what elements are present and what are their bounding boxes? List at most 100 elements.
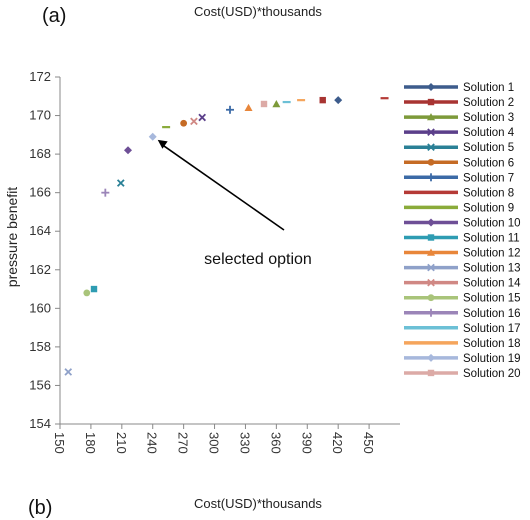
legend-marker-shape xyxy=(427,369,435,377)
legend-entry: Solution 16 xyxy=(404,308,521,320)
data-point xyxy=(319,96,326,104)
data-point-shape xyxy=(124,146,132,155)
y-tick-label: 170 xyxy=(29,108,51,123)
y-tick-label: 168 xyxy=(29,146,51,161)
data-point xyxy=(90,285,98,293)
legend-entry: Solution 1 xyxy=(404,82,514,94)
y-tick-label: 162 xyxy=(29,262,51,277)
legend-marker xyxy=(427,113,435,121)
legend-label: Solution 13 xyxy=(463,263,521,275)
legend-label: Solution 12 xyxy=(463,248,521,260)
annotation-text: selected option xyxy=(204,251,312,268)
data-point-stroke xyxy=(64,368,73,376)
legend-entry: Solution 12 xyxy=(404,248,521,260)
legend-label: Solution 15 xyxy=(463,293,521,305)
legend-marker xyxy=(427,218,435,227)
legend-label: Solution 18 xyxy=(463,338,521,350)
legend-label: Solution 16 xyxy=(463,308,521,320)
plot-area xyxy=(64,96,389,376)
x-tick-label: 330 xyxy=(237,432,252,454)
y-tick-label: 154 xyxy=(29,416,51,431)
data-point xyxy=(124,146,132,155)
y-axis-title: pressure benefit xyxy=(4,187,20,288)
data-point xyxy=(116,179,125,187)
panel-b-label: (b) xyxy=(28,497,52,519)
x-tick-label: 390 xyxy=(299,432,314,454)
legend-marker-stroke xyxy=(427,278,435,287)
legend-entry: Solution 18 xyxy=(404,338,521,350)
data-point xyxy=(260,100,268,108)
legend-label: Solution 10 xyxy=(463,217,521,229)
legend-marker xyxy=(427,173,435,182)
y-tick-label: 172 xyxy=(29,69,51,84)
legend-entry: Solution 6 xyxy=(404,157,514,169)
data-point xyxy=(334,96,343,105)
legend-entry: Solution 3 xyxy=(404,112,514,124)
legend-marker xyxy=(427,98,435,106)
data-point-shape xyxy=(148,132,157,141)
data-point xyxy=(226,105,234,114)
legend-marker-shape xyxy=(427,158,435,166)
data-point-shape xyxy=(334,96,343,105)
legend-marker xyxy=(427,308,435,317)
x-tick-label: 240 xyxy=(145,432,160,454)
legend-marker-stroke xyxy=(427,128,435,136)
legend-marker xyxy=(427,278,435,287)
legend-entry: Solution 9 xyxy=(404,202,514,214)
legend-marker-shape xyxy=(427,294,435,302)
data-point xyxy=(190,117,198,126)
x-tick-label: 270 xyxy=(176,432,191,454)
panel-a-label: (a) xyxy=(42,5,66,27)
x-tick-label: 300 xyxy=(207,432,222,454)
annotation-arrow-line xyxy=(163,145,285,231)
x-tick-label: 420 xyxy=(330,432,345,454)
data-point-shape xyxy=(272,99,281,108)
x-tick-label: 360 xyxy=(268,432,283,454)
data-point-stroke xyxy=(116,179,125,187)
legend-marker xyxy=(427,83,435,91)
data-point xyxy=(83,289,91,297)
data-point xyxy=(180,119,188,127)
legend-label: Solution 20 xyxy=(463,368,521,380)
x-tick-label: 150 xyxy=(52,432,67,454)
legend-entry: Solution 5 xyxy=(404,142,514,154)
axes-group: 154 156 158 160 162 164 166 168 170 172 150 180 210 2… xyxy=(29,69,400,454)
data-point-shape xyxy=(319,96,326,104)
legend-label: Solution 7 xyxy=(463,172,514,184)
legend-label: Solution 14 xyxy=(463,278,521,290)
legend-label: Solution 2 xyxy=(463,97,514,109)
data-point xyxy=(244,103,253,112)
legend-entry: Solution 11 xyxy=(404,233,520,245)
legend-label: Solution 1 xyxy=(463,82,514,94)
y-tick-label: 166 xyxy=(29,185,51,200)
y-tick-label: 164 xyxy=(29,223,51,238)
bottom-axis-title: Cost(USD)*thousands xyxy=(194,496,322,511)
data-point xyxy=(198,113,207,122)
legend-entry: Solution 14 xyxy=(404,278,521,290)
legend-marker-shape xyxy=(427,353,435,362)
legend-entry: Solution 17 xyxy=(404,323,521,335)
legend-entry: Solution 13 xyxy=(404,263,521,275)
legend-label: Solution 9 xyxy=(463,202,514,214)
legend-marker-shape xyxy=(427,83,435,91)
legend-marker xyxy=(427,353,435,362)
legend-marker xyxy=(427,128,435,136)
legend-marker-shape xyxy=(427,248,435,256)
legend-marker-stroke xyxy=(427,263,435,272)
data-point-shape xyxy=(90,285,98,293)
data-point xyxy=(64,368,73,376)
data-point-shape xyxy=(260,100,268,108)
legend-entry: Solution 4 xyxy=(404,127,515,139)
legend-entry: Solution 8 xyxy=(404,187,514,199)
legend-marker-stroke xyxy=(427,143,435,152)
legend-entry: Solution 2 xyxy=(404,97,514,109)
legend-entry: Solution 10 xyxy=(404,217,521,229)
legend-label: Solution 8 xyxy=(463,187,514,199)
legend-marker xyxy=(427,158,435,166)
legend-marker-shape xyxy=(427,234,435,241)
legend-label: Solution 11 xyxy=(463,233,520,245)
legend-label: Solution 4 xyxy=(463,127,515,139)
legend-marker xyxy=(427,263,435,272)
data-point-shape xyxy=(83,289,91,297)
